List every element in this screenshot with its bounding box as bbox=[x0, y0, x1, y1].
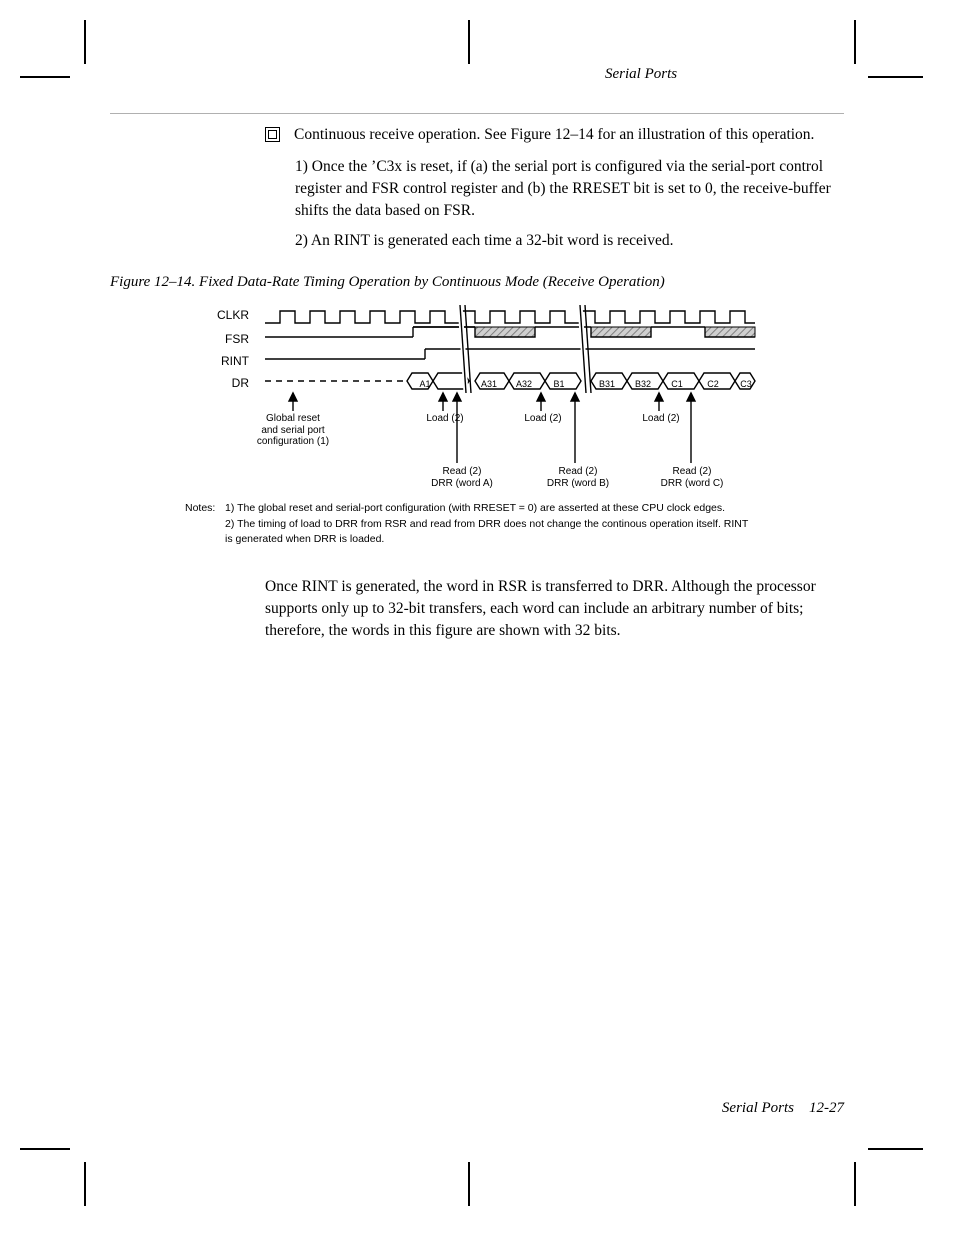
crop-mark bbox=[854, 1162, 856, 1206]
crop-mark bbox=[84, 20, 86, 64]
crop-mark bbox=[868, 1148, 923, 1150]
bullet-text: Continuous receive operation. See Figure… bbox=[294, 124, 814, 146]
header-rule bbox=[110, 113, 844, 114]
note-1: 1) The global reset and serial-port conf… bbox=[225, 501, 755, 516]
arrow-label-load3: Load (2) bbox=[633, 413, 689, 425]
bit-c2: C2 bbox=[699, 378, 727, 391]
label-fsr: FSR bbox=[179, 331, 249, 348]
notes-heading: Notes: bbox=[185, 501, 215, 516]
label-clkr: CLKR bbox=[179, 307, 249, 324]
timing-diagram: CLKR FSR RINT DR A1 A31 A32 B1 B31 B32 C… bbox=[185, 301, 760, 561]
arrow-label-readC: Read (2)DRR (word C) bbox=[647, 466, 737, 489]
crop-mark bbox=[468, 20, 470, 64]
bit-b1: B1 bbox=[545, 378, 573, 391]
crop-mark bbox=[20, 1148, 70, 1150]
bit-a31: A31 bbox=[475, 378, 503, 391]
bit-b31: B31 bbox=[593, 378, 621, 391]
crop-mark bbox=[20, 76, 70, 78]
note-2: 2) The timing of load to DRR from RSR an… bbox=[225, 517, 755, 547]
label-dr: DR bbox=[179, 375, 249, 392]
bit-a32: A32 bbox=[510, 378, 538, 391]
arrow-label-load2: Load (2) bbox=[515, 413, 571, 425]
paragraph-3: Once RINT is generated, the word in RSR … bbox=[265, 576, 840, 642]
crop-mark bbox=[868, 76, 923, 78]
arrow-label-load1: Load (2) bbox=[417, 413, 473, 425]
paragraph-2: 2) An RINT is generated each time a 32-b… bbox=[295, 230, 840, 252]
arrow-label-readB: Read (2)DRR (word B) bbox=[533, 466, 623, 489]
bit-c1: C1 bbox=[663, 378, 691, 391]
arrow-label-reset: Global resetand serial portconfiguration… bbox=[243, 413, 343, 448]
footer-page: Serial Ports 12-27 bbox=[722, 1100, 844, 1117]
crop-mark bbox=[84, 1162, 86, 1206]
label-rint: RINT bbox=[179, 353, 249, 370]
bit-c3: C3 bbox=[735, 378, 757, 391]
paragraph-1: 1) Once the ’C3x is reset, if (a) the se… bbox=[295, 156, 840, 222]
bit-a1: A1 bbox=[411, 378, 439, 391]
bullet-item: Continuous receive operation. See Figure… bbox=[265, 124, 840, 146]
arrow-label-readA: Read (2)DRR (word A) bbox=[417, 466, 507, 489]
crop-mark bbox=[854, 20, 856, 64]
bit-b32: B32 bbox=[629, 378, 657, 391]
figure-caption: Figure 12–14. Fixed Data-Rate Timing Ope… bbox=[110, 272, 840, 293]
crop-mark bbox=[468, 1162, 470, 1206]
header-chapter: Serial Ports bbox=[605, 66, 677, 83]
square-bullet-icon bbox=[265, 127, 280, 142]
